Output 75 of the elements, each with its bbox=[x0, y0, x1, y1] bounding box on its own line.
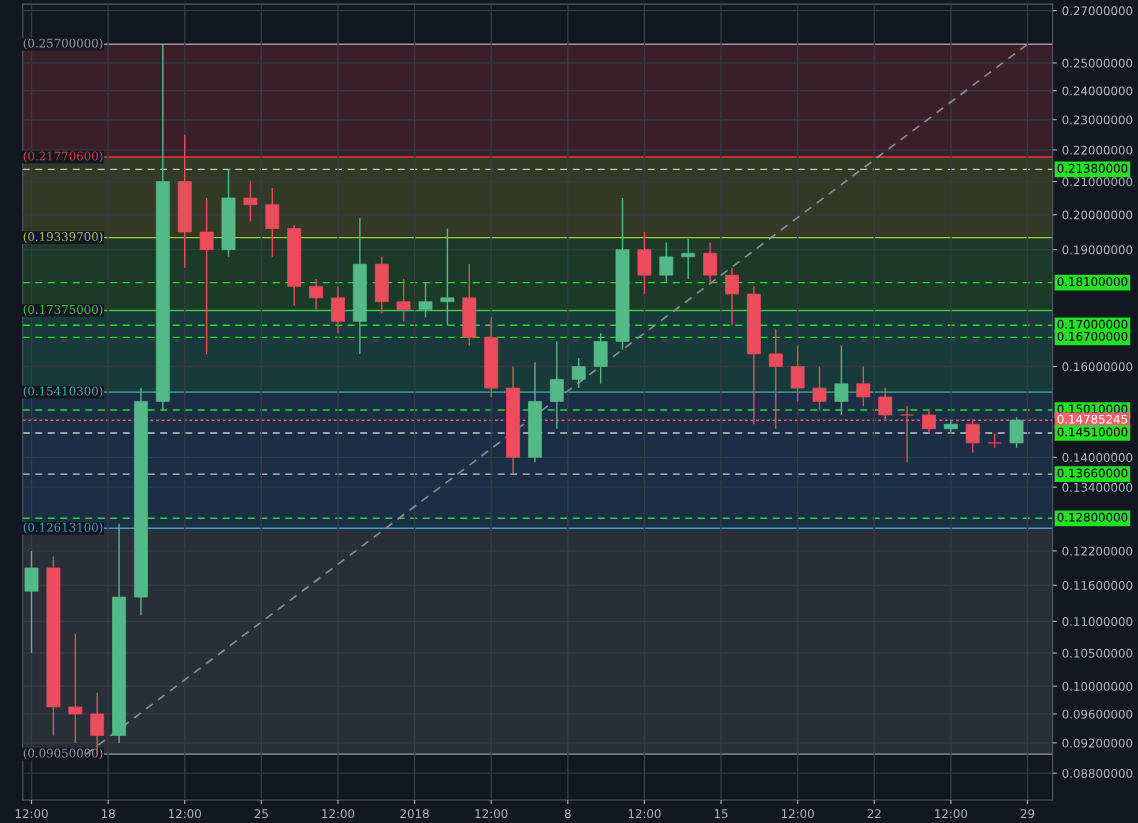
x-tick-label: 12:00 bbox=[169, 809, 201, 819]
x-tick-label: 12:00 bbox=[475, 809, 508, 819]
candlestick bbox=[571, 357, 586, 389]
candlestick bbox=[681, 238, 696, 280]
candlestick bbox=[440, 227, 455, 326]
ref-line-label: (0.15410300) bbox=[23, 386, 103, 398]
candlestick bbox=[856, 365, 871, 407]
y-tick-label: 0.20000000 bbox=[1062, 210, 1133, 220]
candlestick bbox=[199, 197, 214, 355]
ref-line-label: 0.21380000 bbox=[1057, 163, 1128, 173]
candlestick bbox=[396, 278, 411, 322]
x-tick-label: 12:00 bbox=[781, 809, 814, 819]
ref-line-label: 0.16700000 bbox=[1057, 331, 1128, 341]
candlestick bbox=[703, 241, 717, 284]
candlestick bbox=[659, 241, 674, 284]
x-tick-label: 8 bbox=[564, 809, 571, 819]
y-tick-label: 0.08800000 bbox=[1062, 768, 1133, 778]
y-tick-label: 0.19000000 bbox=[1062, 245, 1133, 255]
ref-line-label: (0.25700000) bbox=[23, 38, 103, 50]
candlestick bbox=[418, 281, 433, 319]
y-tick-label: 0.24000000 bbox=[1062, 86, 1133, 96]
candlestick bbox=[309, 278, 323, 311]
y-tick-label: 0.13400000 bbox=[1062, 482, 1133, 492]
candlestick bbox=[922, 409, 936, 435]
x-tick-label: 12:00 bbox=[322, 809, 355, 819]
x-tick-label: 22 bbox=[867, 809, 881, 818]
y-tick-label: 0.11600000 bbox=[1062, 580, 1133, 590]
y-tick-label: 0.25000000 bbox=[1062, 58, 1133, 68]
candlestick bbox=[812, 365, 827, 412]
y-tick-label: 0.12200000 bbox=[1062, 546, 1133, 556]
y-tick-label: 0.23000000 bbox=[1062, 115, 1133, 125]
candlestick bbox=[834, 344, 849, 416]
y-tick-label: 0.22000000 bbox=[1062, 145, 1133, 155]
candlestick bbox=[1009, 416, 1024, 449]
y-tick-label: 0.09200000 bbox=[1062, 738, 1133, 748]
x-tick-label: 12:00 bbox=[15, 809, 48, 819]
candlestick bbox=[725, 267, 739, 326]
candlestick bbox=[265, 187, 280, 258]
y-tick-label: 0.10500000 bbox=[1062, 648, 1133, 658]
x-tick-label: 18 bbox=[101, 809, 115, 819]
candlestick bbox=[878, 387, 893, 421]
candlestick bbox=[243, 180, 258, 223]
x-tick-label: 2018 bbox=[400, 809, 429, 819]
x-tick-label: 12:00 bbox=[935, 809, 968, 819]
y-tick-label: 0.16000000 bbox=[1062, 362, 1133, 372]
candlestick bbox=[768, 328, 783, 430]
y-tick-label: 0.09600000 bbox=[1062, 709, 1133, 719]
ref-line-label: (0.12613100) bbox=[23, 522, 103, 534]
ref-line-label: 0.14785245 bbox=[1057, 414, 1128, 424]
ref-line-label: 0.12800000 bbox=[1057, 512, 1128, 522]
y-tick-label: 0.10000000 bbox=[1062, 681, 1133, 691]
x-tick-label: 29 bbox=[1020, 809, 1035, 819]
candlestick bbox=[965, 418, 980, 454]
x-tick-label: 12:00 bbox=[628, 809, 661, 819]
y-tick-label: 0.14000000 bbox=[1062, 453, 1133, 462]
ref-line-label: 0.17000000 bbox=[1057, 319, 1128, 329]
ref-line-label: (0.09050000) bbox=[23, 748, 103, 760]
candlestick bbox=[331, 285, 345, 335]
ref-line-label: 0.18100000 bbox=[1057, 277, 1128, 287]
candlestick bbox=[24, 550, 39, 654]
y-tick-label: 0.27000000 bbox=[1062, 6, 1133, 16]
y-tick-label: 0.21000000 bbox=[1062, 177, 1133, 187]
candlestick bbox=[549, 340, 564, 430]
ref-line-label: 0.13660000 bbox=[1057, 468, 1128, 478]
ref-line-label: (0.21770600) bbox=[23, 151, 103, 163]
candlestick bbox=[900, 405, 914, 463]
x-tick-label: 15 bbox=[714, 809, 728, 819]
ref-line-label: (0.19339700) bbox=[23, 231, 103, 243]
candlestick bbox=[790, 344, 805, 403]
ref-line-label: 0.14510000 bbox=[1057, 427, 1128, 437]
ref-line-label: 0.15010000 bbox=[1057, 404, 1128, 414]
y-tick-label: 0.11000000 bbox=[1062, 617, 1133, 627]
candlestick bbox=[68, 633, 83, 744]
ref-line-label: (0.17375000) bbox=[23, 304, 103, 316]
x-tick-label: 25 bbox=[254, 809, 268, 819]
